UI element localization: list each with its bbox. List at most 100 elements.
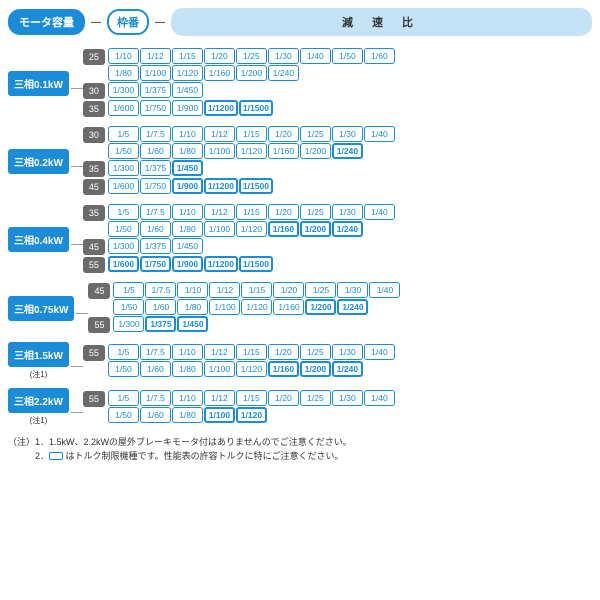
ratio-pill: 1/60 (145, 299, 176, 315)
ratio-pill: 1/20 (268, 390, 299, 406)
ratio-pill: 1/160 (268, 221, 299, 237)
ratio-pill: 1/60 (140, 143, 171, 159)
ratio-pill: 1/1500 (239, 100, 273, 116)
ratio-pill: 1/160 (273, 299, 304, 315)
ratio-pill: 1/450 (172, 238, 203, 254)
ratio-pill: 1/120 (236, 407, 267, 423)
frame-row: 351/3001/3751/450 (83, 160, 395, 177)
frame-label: 35 (83, 205, 105, 221)
motor-group: 三相0.75kW 451/51/7.51/101/121/151/201/251/… (8, 282, 592, 334)
ratio-pill: 1/40 (364, 126, 395, 142)
motor-group: 三相1.5kW(注1)551/51/7.51/101/121/151/201/2… (8, 342, 592, 380)
ratio-pill: 1/40 (369, 282, 400, 298)
ratio-pill: 1/20 (204, 48, 235, 64)
header-connector: ― (155, 17, 165, 28)
frame-label: 55 (83, 345, 105, 361)
ratio-pill: 1/750 (140, 256, 171, 272)
motor-label: 三相0.2kW (8, 149, 69, 174)
ratio-pill: 1/50 (332, 48, 363, 64)
ratio-pill: 1/50 (113, 299, 144, 315)
ratio-pill: 1/80 (177, 299, 208, 315)
frame-label: 35 (83, 161, 105, 177)
ratio-pill: 1/12 (204, 126, 235, 142)
frame-row: 251/101/121/151/201/251/301/401/501/601/… (83, 48, 395, 81)
header-connector: ― (91, 17, 101, 28)
frame-label: 25 (83, 49, 105, 65)
ratio-pill: 1/25 (300, 390, 331, 406)
ratio-pill: 1/100 (204, 407, 235, 423)
ratio-pill: 1/375 (145, 316, 176, 332)
ratio-pill: 1/40 (300, 48, 331, 64)
ratio-pill: 1/10 (172, 344, 203, 360)
ratio-pill: 1/100 (140, 65, 171, 81)
ratio-pill: 1/7.5 (140, 344, 171, 360)
ratio-pill: 1/80 (172, 361, 203, 377)
ratio-pill: 1/100 (204, 221, 235, 237)
frame-label: 30 (83, 83, 105, 99)
ratio-pill: 1/375 (140, 82, 171, 98)
header-frame: 枠番 (107, 9, 149, 35)
ratio-pill: 1/375 (140, 238, 171, 254)
ratio-pill: 1/300 (108, 238, 139, 254)
ratio-pill: 1/1200 (204, 178, 238, 194)
header-row: モータ容量 ― 枠番 ― 減 速 比 (8, 8, 592, 36)
ratio-pill: 1/5 (108, 390, 139, 406)
motor-label: 三相2.2kW (8, 388, 69, 413)
header-motor: モータ容量 (8, 9, 85, 35)
frame-row: 451/51/7.51/101/121/151/201/251/301/401/… (88, 282, 400, 315)
ratio-pill: 1/40 (364, 204, 395, 220)
ratio-pill: 1/25 (236, 48, 267, 64)
ratio-pill: 1/120 (236, 143, 267, 159)
ratio-pill: 1/450 (172, 82, 203, 98)
ratio-pill: 1/120 (241, 299, 272, 315)
ratio-pill: 1/30 (332, 126, 363, 142)
ratio-pill: 1/50 (108, 361, 139, 377)
ratio-pill: 1/20 (268, 126, 299, 142)
frame-label: 45 (83, 179, 105, 195)
ratio-pill: 1/240 (332, 143, 363, 159)
ratio-pill: 1/60 (140, 221, 171, 237)
ratio-pill: 1/450 (177, 316, 208, 332)
footer: （注）1．1.5kW、2.2kWの屋外ブレーキモータ付はありませんのでご注意くだ… (8, 436, 592, 463)
ratio-pill: 1/200 (305, 299, 336, 315)
ratio-pill: 1/5 (108, 204, 139, 220)
ratio-pill: 1/1500 (239, 256, 273, 272)
ratio-pill: 1/30 (332, 390, 363, 406)
ratio-pill: 1/1200 (204, 100, 238, 116)
ratio-pill: 1/10 (108, 48, 139, 64)
ratio-pill: 1/12 (204, 204, 235, 220)
motor-note: (注1) (30, 369, 48, 380)
ratio-pill: 1/200 (236, 65, 267, 81)
ratio-pill: 1/100 (204, 361, 235, 377)
motor-label: 三相0.1kW (8, 71, 69, 96)
ratio-pill: 1/15 (241, 282, 272, 298)
ratio-pill: 1/240 (268, 65, 299, 81)
frame-row: 301/51/7.51/101/121/151/201/251/301/401/… (83, 126, 395, 159)
ratio-pill: 1/25 (300, 126, 331, 142)
ratio-pill: 1/120 (236, 221, 267, 237)
ratio-pill: 1/15 (236, 204, 267, 220)
frame-row: 551/3001/3751/450 (88, 316, 400, 333)
motor-group: 三相0.2kW 301/51/7.51/101/121/151/201/251/3… (8, 126, 592, 196)
ratio-pill: 1/7.5 (140, 390, 171, 406)
ratio-pill: 1/80 (172, 143, 203, 159)
ratio-pill: 1/375 (140, 160, 171, 176)
ratio-pill: 1/300 (108, 160, 139, 176)
frame-row: 551/51/7.51/101/121/151/201/251/301/401/… (83, 390, 395, 423)
ratio-pill: 1/300 (108, 82, 139, 98)
ratio-pill: 1/7.5 (140, 204, 171, 220)
frame-row: 351/6001/7501/9001/12001/1500 (83, 100, 395, 117)
ratio-pill: 1/60 (140, 361, 171, 377)
header-ratio: 減 速 比 (171, 8, 592, 36)
ratio-pill: 1/60 (140, 407, 171, 423)
ratio-pill: 1/12 (204, 390, 235, 406)
ratio-pill: 1/900 (172, 256, 203, 272)
ratio-pill: 1/200 (300, 361, 331, 377)
frame-label: 55 (83, 391, 105, 407)
ratio-pill: 1/80 (172, 221, 203, 237)
ratio-pill: 1/20 (268, 344, 299, 360)
ratio-pill: 1/30 (332, 204, 363, 220)
motor-label: 三相0.75kW (8, 296, 74, 321)
ratio-pill: 1/15 (236, 126, 267, 142)
ratio-pill: 1/1500 (239, 178, 273, 194)
